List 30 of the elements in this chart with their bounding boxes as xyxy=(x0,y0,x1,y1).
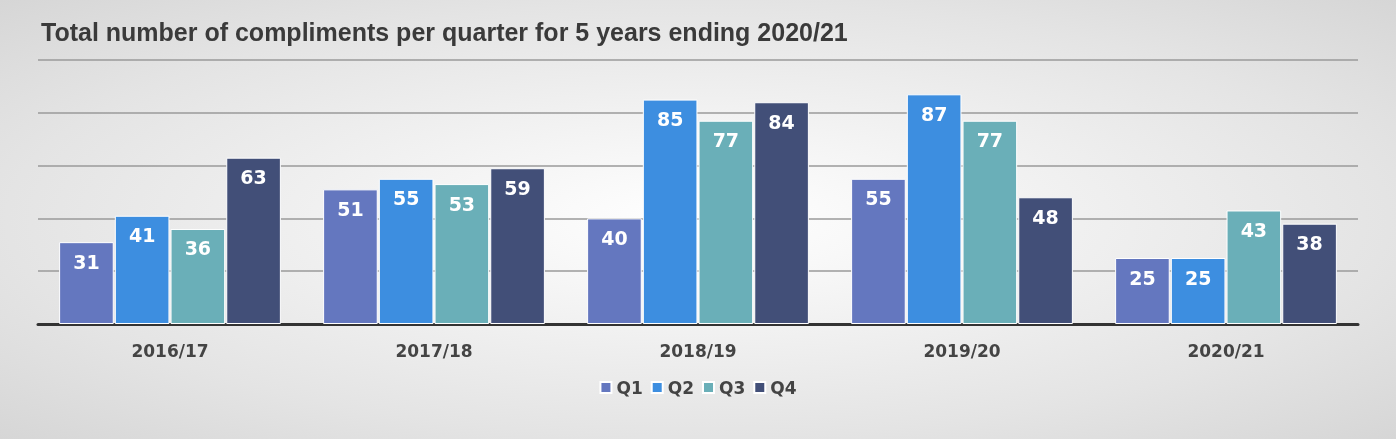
data-label: 84 xyxy=(768,110,795,133)
legend-label: Q2 xyxy=(667,377,694,398)
data-label: 25 xyxy=(1129,266,1156,289)
chart-title: Total number of compliments per quarter for 5 years ending 2020/21 xyxy=(41,17,848,46)
x-tick-label: 2017/18 xyxy=(395,340,473,361)
data-label: 43 xyxy=(1240,218,1268,241)
x-tick-label: 2016/17 xyxy=(131,340,209,361)
data-label: 48 xyxy=(1032,205,1059,228)
legend-label: Q4 xyxy=(770,377,797,398)
data-label: 40 xyxy=(601,226,628,249)
data-label: 85 xyxy=(656,108,684,131)
data-label: 55 xyxy=(865,187,892,210)
data-label: 51 xyxy=(337,197,364,220)
data-label: 25 xyxy=(1184,266,1212,289)
legend-label: Q1 xyxy=(616,377,643,398)
data-label: 31 xyxy=(73,250,100,273)
data-label: 59 xyxy=(504,176,531,199)
x-tick-label: 2020/21 xyxy=(1187,340,1265,361)
data-label: 36 xyxy=(184,237,212,260)
data-label: 38 xyxy=(1296,232,1323,255)
x-tick-label: 2018/19 xyxy=(659,340,737,361)
x-tick-label: 2019/20 xyxy=(923,340,1001,361)
data-label: 53 xyxy=(448,192,476,215)
data-label: 55 xyxy=(392,187,420,210)
data-label: 87 xyxy=(920,102,948,125)
data-label: 77 xyxy=(712,129,740,152)
data-label: 63 xyxy=(240,166,267,189)
data-label: 77 xyxy=(976,129,1004,152)
legend-label: Q3 xyxy=(719,377,746,398)
data-label: 41 xyxy=(128,224,156,247)
